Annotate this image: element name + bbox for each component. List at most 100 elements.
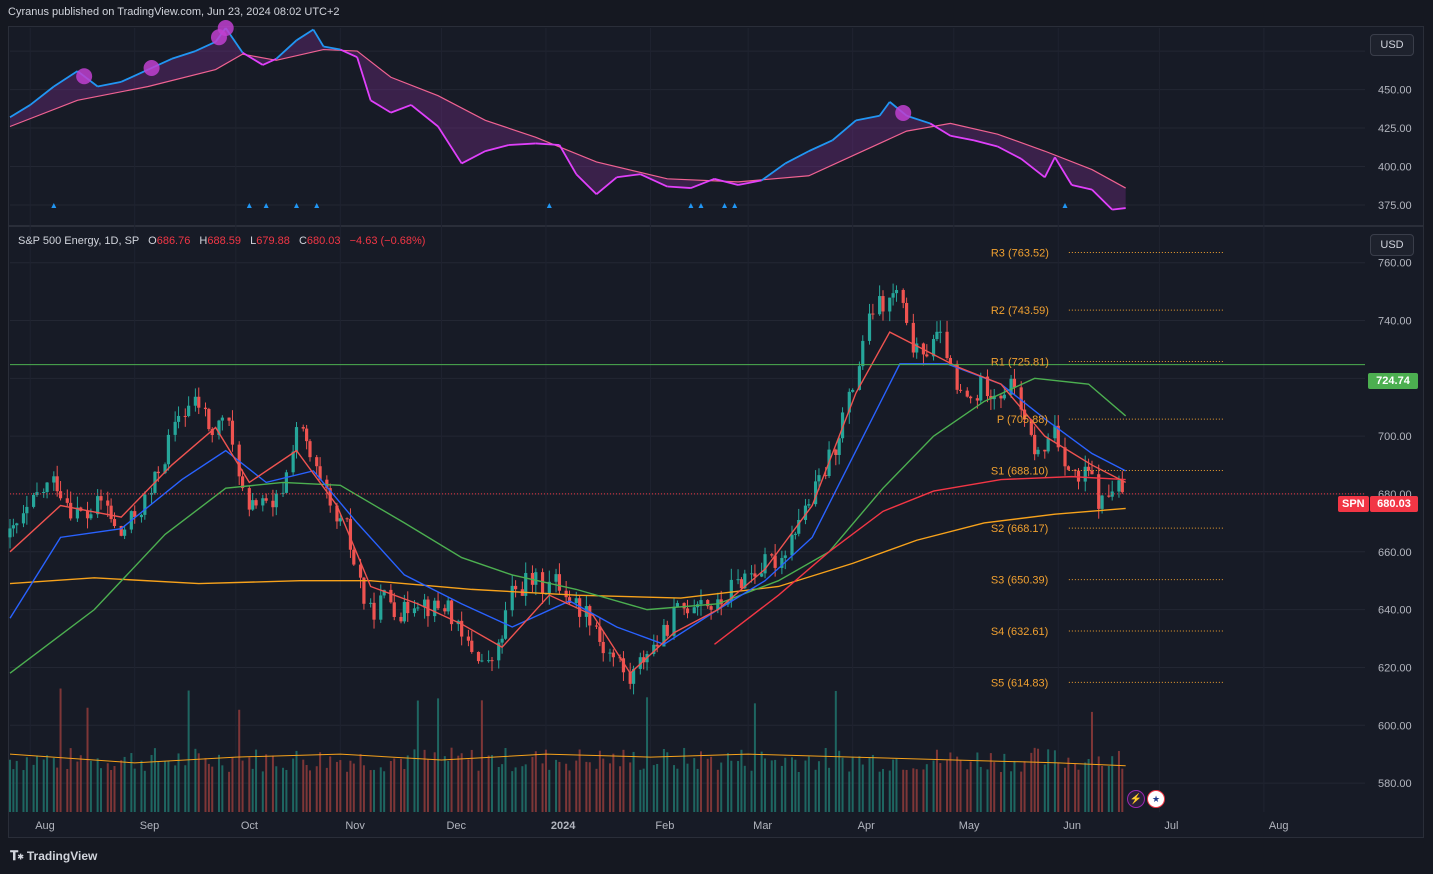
volume-bar — [22, 770, 25, 812]
indicator-y-tick: 400.00 — [1378, 162, 1412, 174]
lightning-icon[interactable]: ⚡ — [1127, 790, 1145, 808]
indicator-line-segment — [1071, 184, 1093, 191]
x-tick-label: Nov — [345, 820, 365, 832]
indicator-line-segment — [262, 57, 277, 66]
candle-body — [706, 600, 710, 607]
volume-bar — [892, 759, 895, 812]
volume-bar — [35, 755, 38, 812]
volume-bar — [271, 755, 274, 812]
candle-body — [476, 651, 481, 662]
indicator-line-segment — [370, 99, 392, 114]
volume-bar — [437, 698, 440, 812]
candle-body — [867, 313, 872, 341]
volume-bar — [817, 761, 820, 812]
currency-button-main[interactable]: USD — [1370, 234, 1414, 256]
candle-body — [1019, 387, 1023, 410]
volume-bar — [231, 757, 234, 812]
volume-bar — [76, 761, 79, 812]
volume-bar — [403, 768, 406, 812]
volume-bar — [204, 758, 207, 812]
volume-bar — [339, 760, 342, 812]
volume-bar — [558, 761, 561, 812]
bottom-marker — [688, 203, 694, 208]
volume-bar — [720, 762, 723, 812]
us-flag-icon[interactable]: ★ — [1147, 790, 1165, 808]
indicator-line-segment — [120, 68, 149, 83]
candle-body — [642, 657, 646, 663]
volume-bar — [834, 690, 837, 812]
price-y-tick: 620.00 — [1378, 662, 1412, 674]
indicator-line-segment — [855, 114, 880, 122]
candle-body — [119, 526, 123, 536]
volume-bar — [207, 763, 210, 812]
candle-body — [449, 600, 454, 625]
open-value: 686.76 — [156, 235, 191, 247]
volume-bar — [544, 749, 547, 812]
volume-bar — [905, 769, 908, 812]
candle-body — [699, 600, 703, 605]
candle-body — [803, 505, 808, 520]
candle-body — [729, 579, 733, 602]
volume-bar — [443, 756, 446, 812]
tradingview-brand[interactable]: 𝐓∗ TradingView — [10, 848, 97, 864]
volume-bar — [123, 756, 126, 812]
candle-body — [1053, 425, 1057, 439]
indicator-line-segment — [831, 119, 857, 142]
indicator-line-segment — [1091, 188, 1113, 211]
volume-bar — [140, 760, 143, 812]
volume-bar — [932, 760, 935, 812]
candle-body — [21, 513, 26, 524]
volume-bar — [1107, 765, 1110, 812]
indicator-line-segment — [508, 142, 536, 146]
currency-button-top[interactable]: USD — [1370, 34, 1414, 56]
volume-bar — [319, 752, 322, 812]
volume-bar — [642, 768, 645, 812]
candle-body — [655, 644, 659, 647]
volume-bar — [282, 767, 285, 812]
volume-bar — [447, 760, 450, 812]
indicator-line-segment — [558, 144, 578, 175]
symbol-legend: S&P 500 Energy, 1D, SP O686.76 H688.59 L… — [18, 235, 425, 247]
volume-bar — [59, 688, 62, 812]
x-tick-label: Sep — [140, 820, 160, 832]
volume-bar — [15, 760, 18, 812]
volume-bar — [1020, 771, 1023, 812]
indicator-line-segment — [639, 173, 668, 188]
candle-body — [753, 573, 757, 577]
volume-bar — [986, 769, 989, 812]
indicator-line-segment — [950, 134, 975, 142]
open-label: O — [148, 235, 157, 247]
volume-bar — [255, 749, 258, 812]
candle-body — [52, 476, 56, 483]
volume-bar — [652, 765, 655, 812]
volume-bar — [1121, 768, 1124, 812]
candle-body — [736, 579, 740, 581]
volume-bar — [686, 763, 689, 812]
candle-body — [422, 599, 427, 608]
candle-body — [945, 331, 949, 359]
indicator-line-segment — [356, 56, 372, 101]
volume-bar — [1101, 765, 1104, 812]
volume-bar — [780, 765, 783, 812]
candle-body — [443, 608, 447, 612]
candle-body — [217, 420, 221, 436]
volume-bar — [292, 758, 295, 812]
indicator-line-segment — [535, 142, 560, 146]
volume-bar — [602, 758, 605, 812]
price-y-tick: 640.00 — [1378, 605, 1412, 617]
ema-blue-line — [9, 363, 1127, 646]
candle-body — [857, 366, 862, 390]
candle-body — [985, 376, 990, 397]
indicator-line-segment — [690, 177, 715, 189]
pivot-label-s3: S3 (650.39) — [991, 575, 1048, 587]
candle-body — [193, 396, 197, 406]
candle-body — [797, 519, 801, 534]
indicator-line-segment — [1020, 158, 1046, 178]
volume-bar — [106, 763, 109, 812]
pivot-label-r2: R2 (743.59) — [991, 305, 1049, 317]
volume-bar — [1090, 711, 1093, 812]
candle-body — [338, 518, 342, 522]
candle-body — [965, 390, 969, 397]
indicator-line-segment — [171, 50, 196, 60]
